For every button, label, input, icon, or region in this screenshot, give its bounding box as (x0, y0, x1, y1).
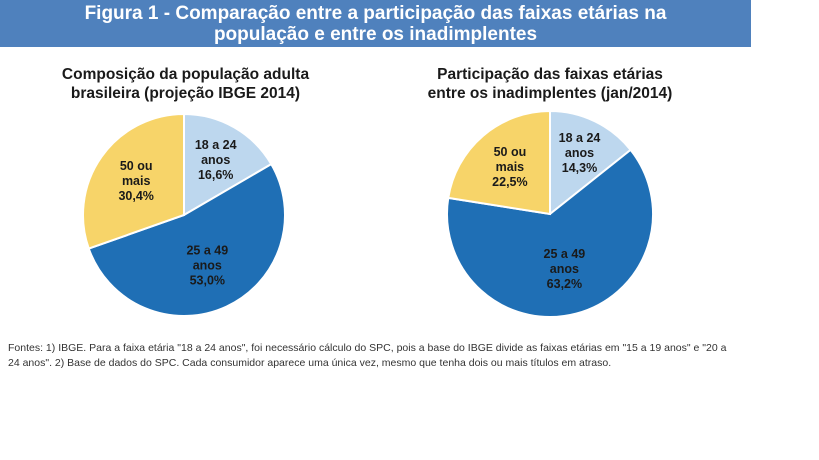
pie1-slice-18-24 (183, 112, 273, 217)
pie-chart-defaulters: 18 a 24 anos 14,3% 25 a 49 anos 63,2% 50 ou mai… (446, 109, 654, 318)
banner-line-2: população e entre os inadimplentes (213, 24, 538, 45)
figure-banner: Figura 1 - Comparação entre a participaç… (0, 0, 751, 47)
pie2-slice-50-plus (447, 109, 551, 216)
pie-chart-population: 18 a 24 anos 16,6% 25 a 49 anos 53,0% 50 ou mai… (82, 112, 286, 317)
pie1-label-25-49: 25 a 49 anos 53,0% (186, 243, 228, 287)
pie2-title-line-1: Participação das faixas etárias (437, 66, 663, 83)
pie1-title-line-1: Composição da população adulta (61, 66, 310, 83)
banner-line-1: Figura 1 - Comparação entre a participaç… (84, 3, 667, 24)
pie1-label-50-plus: 50 ou mais 30,4% (118, 159, 153, 203)
pie1-slice-50-plus (82, 112, 185, 250)
pie2-slice-18-24 (549, 109, 632, 217)
pie2-slice-25-49 (446, 148, 654, 318)
pie1-slice-25-49 (87, 162, 286, 317)
pie1-label-18-24: 18 a 24 anos 16,6% (195, 138, 237, 182)
pie2-label-18-24: 18 a 24 anos 14,3% (559, 131, 601, 175)
source-note: Fontes: 1) IBGE. Para a faixa etária "18… (8, 341, 813, 371)
source-line-2: 24 anos". 2) Base de dados do SPC. Cada … (8, 357, 612, 369)
pie1-title: Composição da população adulta brasileir… (28, 65, 343, 103)
pie2-label-25-49: 25 a 49 anos 63,2% (544, 247, 586, 291)
source-line-1: Fontes: 1) IBGE. Para a faixa etária "18… (8, 342, 727, 354)
pie1-title-line-2: brasileira (projeção IBGE 2014) (70, 85, 301, 102)
pie2-label-50-plus: 50 ou mais 22,5% (492, 145, 527, 189)
pie2-title: Participação das faixas etárias entre os… (395, 65, 705, 103)
pie2-title-line-2: entre os inadimplentes (jan/2014) (427, 85, 673, 102)
